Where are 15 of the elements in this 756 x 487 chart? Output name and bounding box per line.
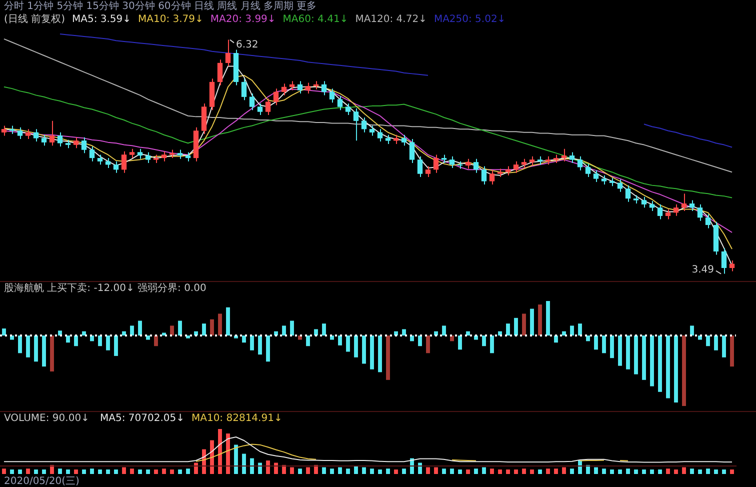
text: MA5: 3.59↓ [72,13,132,26]
text: MA250: 5.02↓ [434,13,506,26]
text: MA10: 3.79↓ [138,13,204,26]
chart-title: 股海航帆 上买下卖: -12.00↓ 强弱分界: 0.00 [4,282,206,295]
text: MA10: 82814.91↓ [191,412,282,425]
text: MA5: 70702.05↓ [100,412,184,425]
chart-title: (日线 前复权) [4,13,65,26]
annotation: 6.32 [236,39,258,50]
text: MA60: 4.41↓ [282,13,348,26]
text: 2020/05/20(三) [4,475,80,487]
annotation: 3.49 [692,264,714,276]
text: MA20: 3.99↓ [210,13,276,26]
text: MA120: 4.72↓ [355,13,427,26]
chart-title: VOLUME: 90.00↓ [4,412,90,425]
chart-subtitle: 分时 1分钟 5分钟 15分钟 30分钟 60分钟 日线 周线 月线 多周期 更多 [4,0,317,13]
